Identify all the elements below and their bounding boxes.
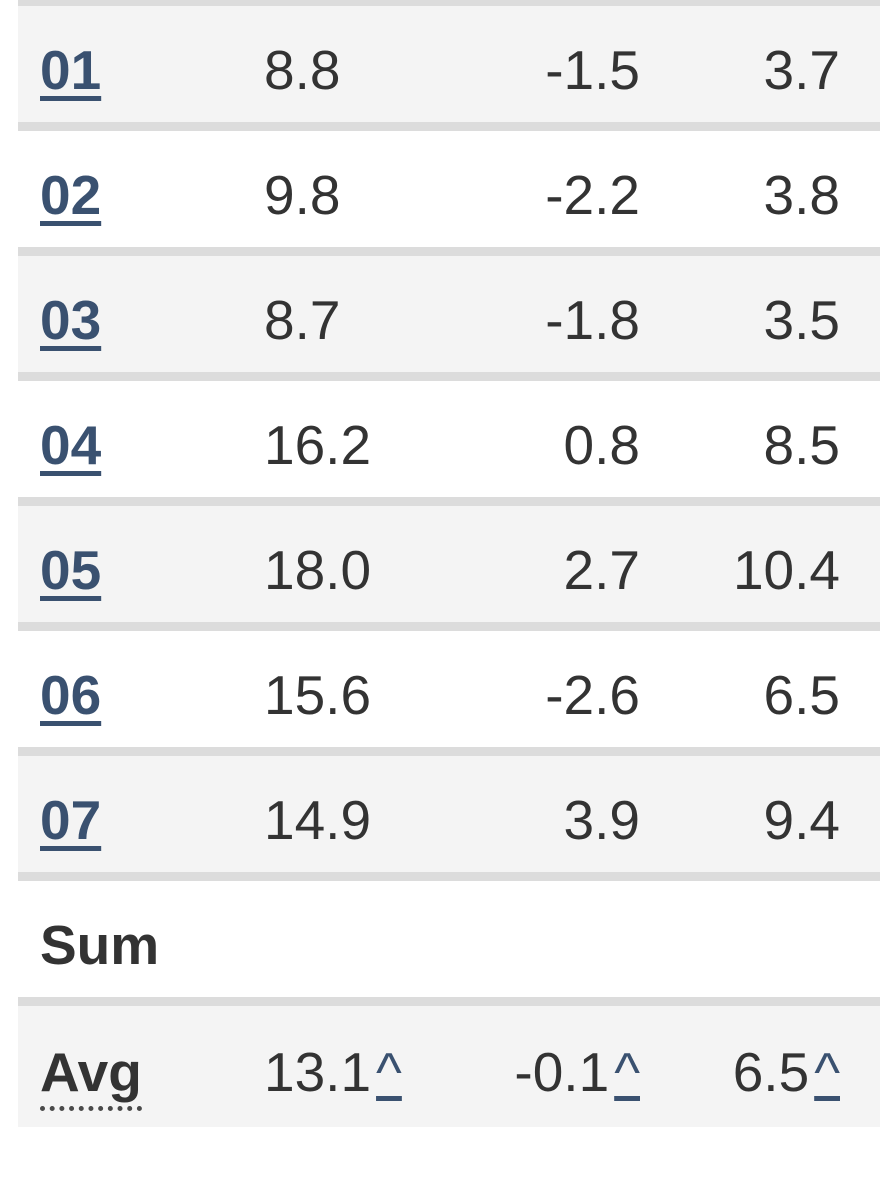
cell-value: 3.5 <box>763 289 840 351</box>
cell-value: 0.8 <box>563 414 640 476</box>
month-link[interactable]: 06 <box>40 664 102 726</box>
footnote-caret-link[interactable]: ^ <box>376 1041 402 1104</box>
value-cell-1: 14.9 <box>264 751 444 877</box>
month-label-cell: 01 <box>18 1 264 127</box>
month-label-cell: 04 <box>18 377 264 502</box>
value-cell-1: 18.0 <box>264 501 444 627</box>
cell-value: 2.7 <box>563 539 640 601</box>
value-cell-3: 3.7 <box>640 1 880 127</box>
cell-value: 14.9 <box>264 789 372 851</box>
month-label-cell: 02 <box>18 127 264 252</box>
cell-value: 15.6 <box>264 664 372 726</box>
value-cell-1: 9.8 <box>264 127 444 252</box>
value-cell-2: 3.9 <box>444 751 640 877</box>
cell-value: 8.7 <box>264 289 341 351</box>
sum-label-cell: Sum <box>18 877 264 1002</box>
cell-value: -2.6 <box>545 664 640 726</box>
value-cell-3: 3.5 <box>640 251 880 377</box>
footnote-caret-link[interactable]: ^ <box>814 1041 840 1104</box>
month-link[interactable]: 04 <box>40 414 102 476</box>
value-cell-2: -0.1^ <box>444 1001 640 1127</box>
value-cell-3: 10.4 <box>640 501 880 627</box>
table-row: Avg 13.1^ -0.1^ 6.5^ <box>18 1001 880 1127</box>
cell-value: -1.5 <box>545 39 640 101</box>
value-cell-3: 9.4 <box>640 751 880 877</box>
value-cell-1: 8.7 <box>264 251 444 377</box>
cell-value: 13.1 <box>264 1041 372 1104</box>
value-cell-1: 16.2 <box>264 377 444 502</box>
cell-value: 3.9 <box>563 789 640 851</box>
month-link[interactable]: 02 <box>40 164 102 226</box>
table-row: 06 15.6 -2.6 6.5 <box>18 626 880 752</box>
table-row: Sum <box>18 876 880 1002</box>
avg-label: Avg <box>40 1041 142 1112</box>
month-link[interactable]: 05 <box>40 539 102 601</box>
month-label-cell: 03 <box>18 251 264 377</box>
cell-value: 18.0 <box>264 539 372 601</box>
value-cell-2 <box>444 877 640 1002</box>
value-cell-1: 15.6 <box>264 627 444 752</box>
month-label-cell: 07 <box>18 751 264 877</box>
cell-value: 6.5 <box>763 664 840 726</box>
table-row: 04 16.2 0.8 8.5 <box>18 376 880 502</box>
value-cell-2: -1.8 <box>444 251 640 377</box>
cell-value: -1.8 <box>545 289 640 351</box>
value-cell-2: -2.6 <box>444 627 640 752</box>
cell-value: 9.8 <box>264 164 341 226</box>
value-cell-2: -1.5 <box>444 1 640 127</box>
value-cell-3: 3.8 <box>640 127 880 252</box>
sum-label: Sum <box>40 914 160 976</box>
cell-value: 3.7 <box>763 39 840 101</box>
cell-value: 8.8 <box>264 39 341 101</box>
value-cell-3: 8.5 <box>640 377 880 502</box>
value-cell-1: 13.1^ <box>264 1001 444 1127</box>
value-cell-3: 6.5^ <box>640 1001 880 1127</box>
cell-value: 16.2 <box>264 414 372 476</box>
cell-value: 3.8 <box>763 164 840 226</box>
table-row: 01 8.8 -1.5 3.7 <box>18 1 880 127</box>
month-label-cell: 05 <box>18 501 264 627</box>
cell-value: 6.5 <box>732 1041 810 1104</box>
table-row: 07 14.9 3.9 9.4 <box>18 751 880 877</box>
footnote-caret-link[interactable]: ^ <box>614 1041 640 1104</box>
value-cell-1: 8.8 <box>264 1 444 127</box>
table-row: 05 18.0 2.7 10.4 <box>18 501 880 627</box>
value-cell-3: 6.5 <box>640 627 880 752</box>
value-cell-2: 0.8 <box>444 377 640 502</box>
value-cell-2: -2.2 <box>444 127 640 252</box>
table-row: 02 9.8 -2.2 3.8 <box>18 126 880 252</box>
cell-value: 10.4 <box>732 539 840 601</box>
table-viewport: 01 8.8 -1.5 3.7 02 9.8 -2.2 3.8 03 8.7 -… <box>18 0 880 1127</box>
value-cell-1 <box>264 877 444 1002</box>
cell-value: -2.2 <box>545 164 640 226</box>
cell-value: 8.5 <box>763 414 840 476</box>
month-link[interactable]: 03 <box>40 289 102 351</box>
value-cell-2: 2.7 <box>444 501 640 627</box>
month-link[interactable]: 01 <box>40 39 102 101</box>
table-row: 03 8.7 -1.8 3.5 <box>18 251 880 377</box>
value-cell-3 <box>640 877 880 1002</box>
cell-value: 9.4 <box>763 789 840 851</box>
climate-data-table: 01 8.8 -1.5 3.7 02 9.8 -2.2 3.8 03 8.7 -… <box>18 0 880 1127</box>
cell-value: -0.1 <box>514 1041 610 1104</box>
avg-label-cell: Avg <box>18 1001 264 1127</box>
month-label-cell: 06 <box>18 627 264 752</box>
month-link[interactable]: 07 <box>40 789 102 851</box>
